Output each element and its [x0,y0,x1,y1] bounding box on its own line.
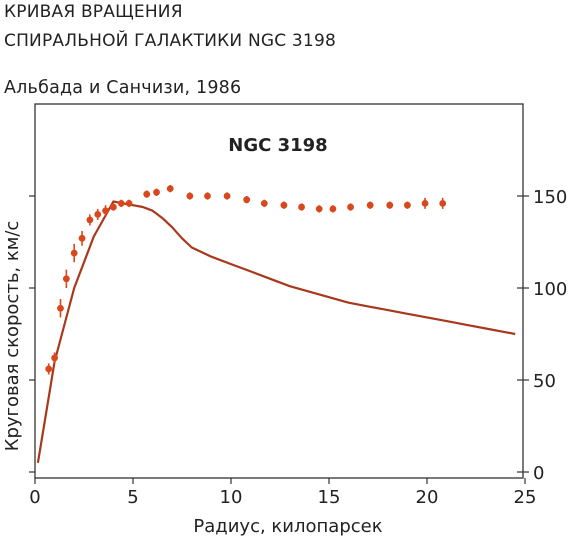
data-point [204,192,211,200]
data-point [421,199,429,207]
data-point [94,211,102,218]
x-tick-label: 10 [220,487,243,508]
data-point [166,185,174,193]
chart-title-line-2: СПИРАЛЬНОЙ ГАЛАКТИКИ NGC 3198 [4,31,336,51]
chart-source-citation: Альбада и Санчизи, 1986 [4,78,242,98]
x-tick-label: 0 [29,487,40,508]
y-tick-label: 50 [533,371,556,392]
data-point [102,207,109,215]
x-tick-label: 5 [127,487,138,508]
y-tick-label: 100 [533,279,567,300]
data-point [280,201,288,209]
data-point [45,365,53,373]
data-point [439,199,447,207]
plot-inner-title: NGC 3198 [228,135,327,156]
data-point [78,234,86,242]
data-point [404,201,411,209]
chart-title-line-1: КРИВАЯ ВРАЩЕНИЯ [4,2,183,22]
plot-frame [34,103,524,479]
y-tick-label: 150 [533,187,567,208]
data-point [260,199,268,207]
data-point [62,275,70,283]
data-point [117,199,125,207]
data-point [298,203,305,211]
data-point [223,192,231,200]
data-point [366,201,374,209]
data-point [57,304,64,312]
data-point [153,188,160,196]
data-point [70,249,78,257]
y-axis-ticks: 0 50 100 150 [29,187,567,484]
model-rotation-curve [36,200,516,463]
data-point [186,192,194,200]
x-tick-label: 15 [318,487,341,508]
data-point [125,199,133,207]
observed-points-layer [45,184,447,375]
x-tick-label: 25 [514,487,537,508]
x-axis-ticks: 0 5 10 15 20 25 [29,478,536,508]
data-point [386,201,394,209]
data-point [86,216,94,224]
x-tick-label: 20 [416,487,439,508]
data-point [329,205,337,213]
y-tick-label: 0 [533,463,544,484]
y-axis-label: Круговая скорость, км/с [2,221,23,452]
model-curve-layer [36,200,516,463]
x-axis-label: Радиус, килопарсек [193,516,382,537]
data-point [243,196,251,204]
data-point [143,190,151,198]
data-point [347,203,354,211]
data-point [315,205,323,213]
data-point [51,354,58,362]
data-point [110,203,117,211]
